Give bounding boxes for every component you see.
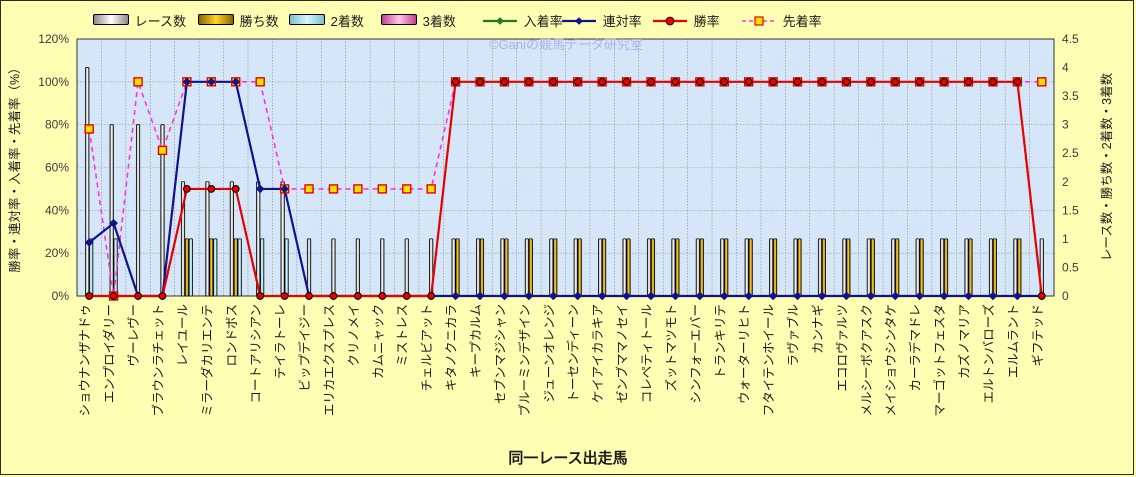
svg-text:カーラデマドレ: カーラデマドレ <box>908 304 923 392</box>
svg-text:フタイテンホイール: フタイテンホイール <box>762 304 776 416</box>
svg-text:カズノマリア: カズノマリア <box>957 304 972 379</box>
svg-text:メルシーボクアスク: メルシーボクアスク <box>860 304 874 417</box>
svg-text:エンプロイダリー: エンプロイダリー <box>102 304 117 403</box>
svg-text:ズットマツモト: ズットマツモト <box>663 304 678 392</box>
svg-text:ケイアイカラキア: ケイアイカラキア <box>591 304 605 403</box>
svg-text:エルムラント: エルムラント <box>1006 304 1020 378</box>
svg-text:3.5: 3.5 <box>1062 89 1079 103</box>
svg-text:レース数・勝ち数・2着数・3着数: レース数・勝ち数・2着数・3着数 <box>1099 72 1114 261</box>
svg-text:キープカルム: キープカルム <box>469 304 483 378</box>
svg-text:2: 2 <box>1062 175 1069 189</box>
svg-text:キタノクニカラ: キタノクニカラ <box>445 304 459 391</box>
svg-text:3: 3 <box>1062 118 1069 132</box>
svg-text:ミストレス: ミストレス <box>396 304 410 367</box>
svg-text:ショウナンザナドゥ: ショウナンザナドゥ <box>78 304 92 417</box>
svg-text:ジューンオレンジ: ジューンオレンジ <box>542 304 556 403</box>
svg-text:エコロヴァルツ: エコロヴァルツ <box>834 304 849 392</box>
svg-text:ミラーダカリエンテ: ミラーダカリエンテ <box>199 304 214 417</box>
svg-text:マーゴットフェスタ: マーゴットフェスタ <box>932 304 947 417</box>
svg-text:4: 4 <box>1062 61 1069 75</box>
svg-text:0%: 0% <box>52 289 70 303</box>
svg-text:ギフテッド: ギフテッド <box>1031 304 1045 367</box>
svg-text:1: 1 <box>1062 232 1069 246</box>
svg-text:0: 0 <box>1062 289 1069 303</box>
svg-text:60%: 60% <box>45 161 69 175</box>
svg-text:20%: 20% <box>45 246 69 260</box>
svg-text:テイラトーレ: テイラトーレ <box>274 304 288 379</box>
svg-text:40%: 40% <box>45 203 69 217</box>
svg-text:勝率・連対率・入着率・先着率（%）: 勝率・連対率・入着率・先着率（%） <box>7 61 22 272</box>
svg-text:ゼンブママノセイ: ゼンブママノセイ <box>615 304 630 403</box>
svg-text:ラヴァブル: ラヴァブル <box>786 304 801 367</box>
svg-text:トーセンディーン: トーセンディーン <box>566 304 581 403</box>
svg-text:コートアリシアン: コートアリシアン <box>249 304 263 404</box>
svg-text:ウォーターリヒト: ウォーターリヒト <box>738 304 752 404</box>
svg-text:セブンマジシャン: セブンマジシャン <box>492 304 507 404</box>
svg-text:メイショウシンタケ: メイショウシンタケ <box>884 304 898 417</box>
svg-text:ヴーレヴー: ヴーレヴー <box>126 304 141 367</box>
svg-text:カンナギ: カンナギ <box>811 304 825 354</box>
svg-text:コレペティトール: コレペティトール <box>640 304 654 403</box>
svg-text:トランキリテ: トランキリテ <box>713 304 727 379</box>
svg-text:ブルーミンデザイン: ブルーミンデザイン <box>517 304 532 417</box>
svg-text:チェルビアット: チェルビアット <box>420 304 434 392</box>
svg-text:80%: 80% <box>45 118 69 132</box>
svg-text:エリカエクスプレス: エリカエクスプレス <box>322 304 336 416</box>
svg-text:レイユール: レイユール <box>176 304 190 366</box>
svg-text:ビップデイジー: ビップデイジー <box>297 304 312 392</box>
svg-text:©Ganiの競馬データ研究室: ©Ganiの競馬データ研究室 <box>489 37 643 52</box>
svg-text:クリノメイ: クリノメイ <box>347 304 361 367</box>
svg-text:0.5: 0.5 <box>1062 260 1079 274</box>
svg-text:ブラウンラチェット: ブラウンラチェット <box>150 304 165 417</box>
svg-text:カムニャック: カムニャック <box>371 304 385 379</box>
svg-text:シンフォーエバー: シンフォーエバー <box>689 304 703 404</box>
svg-text:ロンドボス: ロンドボス <box>225 304 239 367</box>
svg-text:エルトンバローズ: エルトンバローズ <box>981 304 996 403</box>
svg-text:100%: 100% <box>38 75 69 89</box>
svg-text:2.5: 2.5 <box>1062 146 1079 160</box>
svg-text:1.5: 1.5 <box>1062 203 1079 217</box>
